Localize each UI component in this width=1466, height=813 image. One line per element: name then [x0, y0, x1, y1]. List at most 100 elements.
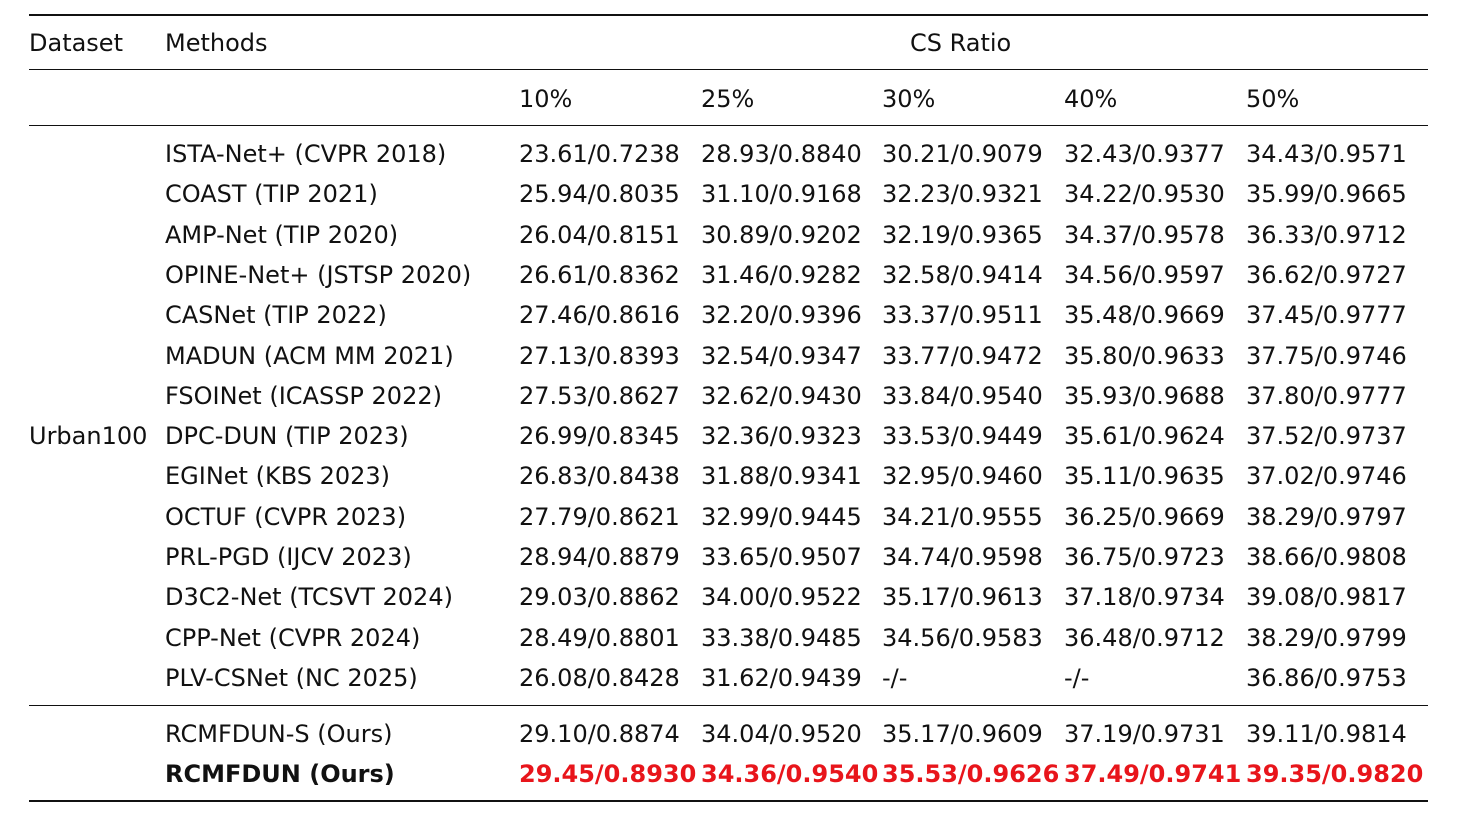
score-cell: 33.84/0.9540 [882, 381, 1043, 410]
score-cell: 27.53/0.8627 [519, 381, 680, 410]
score-cell: 33.37/0.9511 [882, 301, 1043, 330]
score-cell: 34.43/0.9571 [1246, 140, 1407, 168]
method-name: ISTA-Net+ (CVPR 2018) [165, 140, 447, 168]
score-cell: 33.53/0.9449 [882, 422, 1043, 451]
score-cell: 32.43/0.9377 [1064, 140, 1225, 168]
score-cell: 27.79/0.8621 [519, 502, 680, 531]
score-cell: 29.45/0.8930 [519, 760, 697, 788]
header-rule [29, 69, 1428, 70]
subheader-rule [29, 125, 1428, 126]
score-cell: 36.48/0.9712 [1064, 623, 1225, 652]
score-cell: 29.03/0.8862 [519, 583, 680, 612]
score-cell: 32.99/0.9445 [701, 502, 862, 531]
score-cell: 32.36/0.9323 [701, 422, 862, 451]
score-cell: 32.58/0.9414 [882, 260, 1043, 289]
score-cell: 26.08/0.8428 [519, 663, 680, 692]
score-cell: 34.37/0.9578 [1064, 220, 1225, 249]
score-cell: 34.00/0.9522 [701, 583, 862, 612]
score-cell: 34.56/0.9583 [882, 623, 1043, 652]
score-cell: 35.17/0.9613 [882, 583, 1043, 612]
method-name: CASNet (TIP 2022) [165, 301, 387, 330]
method-name: MADUN (ACM MM 2021) [165, 341, 454, 370]
score-cell: 26.99/0.8345 [519, 422, 680, 451]
score-cell: 32.19/0.9365 [882, 220, 1043, 249]
score-cell: 27.46/0.8616 [519, 301, 680, 330]
score-cell: -/- [882, 663, 908, 692]
score-cell: 34.56/0.9597 [1064, 260, 1225, 289]
score-cell: 37.80/0.9777 [1246, 381, 1407, 410]
score-cell: 30.89/0.9202 [701, 220, 862, 249]
method-name: COAST (TIP 2021) [165, 180, 378, 209]
ours-rule [29, 705, 1428, 706]
method-name: RCMFDUN (Ours) [165, 760, 395, 788]
score-cell: 37.02/0.9746 [1246, 462, 1407, 491]
method-name: FSOINet (ICASSP 2022) [165, 381, 442, 410]
score-cell: 35.93/0.9688 [1064, 381, 1225, 410]
score-cell: 28.94/0.8879 [519, 543, 680, 571]
method-name: OCTUF (CVPR 2023) [165, 502, 407, 531]
ratio-header: 30% [882, 85, 936, 113]
score-cell: 29.10/0.8874 [519, 720, 680, 748]
score-cell: 37.45/0.9777 [1246, 301, 1407, 330]
score-cell: 31.46/0.9282 [701, 260, 862, 289]
ratio-header: 40% [1064, 85, 1118, 113]
score-cell: -/- [1064, 663, 1090, 692]
score-cell: 39.35/0.9820 [1246, 760, 1424, 788]
score-cell: 35.80/0.9633 [1064, 341, 1225, 370]
score-cell: 33.65/0.9507 [701, 543, 862, 571]
score-cell: 31.88/0.9341 [701, 462, 862, 491]
header-dataset: Dataset [29, 29, 123, 57]
method-name: DPC-DUN (TIP 2023) [165, 422, 409, 451]
method-name: AMP-Net (TIP 2020) [165, 220, 399, 249]
header-methods: Methods [165, 29, 268, 57]
method-name: PLV-CSNet (NC 2025) [165, 663, 418, 692]
score-cell: 32.23/0.9321 [882, 180, 1043, 209]
method-name: PRL-PGD (IJCV 2023) [165, 543, 412, 571]
score-cell: 34.04/0.9520 [701, 720, 862, 748]
score-cell: 32.95/0.9460 [882, 462, 1043, 491]
method-name: RCMFDUN-S (Ours) [165, 720, 393, 748]
top-rule [29, 14, 1428, 16]
score-cell: 31.62/0.9439 [701, 663, 862, 692]
dataset-label: Urban100 [29, 422, 148, 450]
score-cell: 34.36/0.9540 [701, 760, 879, 788]
score-cell: 38.66/0.9808 [1246, 543, 1407, 571]
score-cell: 34.74/0.9598 [882, 543, 1043, 571]
score-cell: 39.11/0.9814 [1246, 720, 1407, 748]
score-cell: 35.53/0.9626 [882, 760, 1060, 788]
score-cell: 36.33/0.9712 [1246, 220, 1407, 249]
score-cell: 36.75/0.9723 [1064, 543, 1225, 571]
score-cell: 33.38/0.9485 [701, 623, 862, 652]
score-cell: 30.21/0.9079 [882, 140, 1043, 168]
score-cell: 32.20/0.9396 [701, 301, 862, 330]
score-cell: 37.19/0.9731 [1064, 720, 1225, 748]
score-cell: 35.99/0.9665 [1246, 180, 1407, 209]
method-name: D3C2-Net (TCSVT 2024) [165, 583, 453, 612]
score-cell: 35.17/0.9609 [882, 720, 1043, 748]
score-cell: 28.93/0.8840 [701, 140, 862, 168]
score-cell: 37.75/0.9746 [1246, 341, 1407, 370]
score-cell: 38.29/0.9797 [1246, 502, 1407, 531]
score-cell: 27.13/0.8393 [519, 341, 680, 370]
score-cell: 26.04/0.8151 [519, 220, 680, 249]
score-cell: 34.22/0.9530 [1064, 180, 1225, 209]
score-cell: 36.25/0.9669 [1064, 502, 1225, 531]
score-cell: 33.77/0.9472 [882, 341, 1043, 370]
score-cell: 35.61/0.9624 [1064, 422, 1225, 451]
ratio-header: 10% [519, 85, 573, 113]
score-cell: 36.86/0.9753 [1246, 663, 1407, 692]
score-cell: 32.62/0.9430 [701, 381, 862, 410]
score-cell: 39.08/0.9817 [1246, 583, 1407, 612]
ratio-header: 50% [1246, 85, 1300, 113]
score-cell: 38.29/0.9799 [1246, 623, 1407, 652]
ratio-header: 25% [701, 85, 755, 113]
score-cell: 25.94/0.8035 [519, 180, 680, 209]
score-cell: 23.61/0.7238 [519, 140, 680, 168]
score-cell: 35.48/0.9669 [1064, 301, 1225, 330]
method-name: CPP-Net (CVPR 2024) [165, 623, 421, 652]
score-cell: 26.61/0.8362 [519, 260, 680, 289]
score-cell: 37.18/0.9734 [1064, 583, 1225, 612]
score-cell: 26.83/0.8438 [519, 462, 680, 491]
score-cell: 31.10/0.9168 [701, 180, 862, 209]
score-cell: 36.62/0.9727 [1246, 260, 1407, 289]
